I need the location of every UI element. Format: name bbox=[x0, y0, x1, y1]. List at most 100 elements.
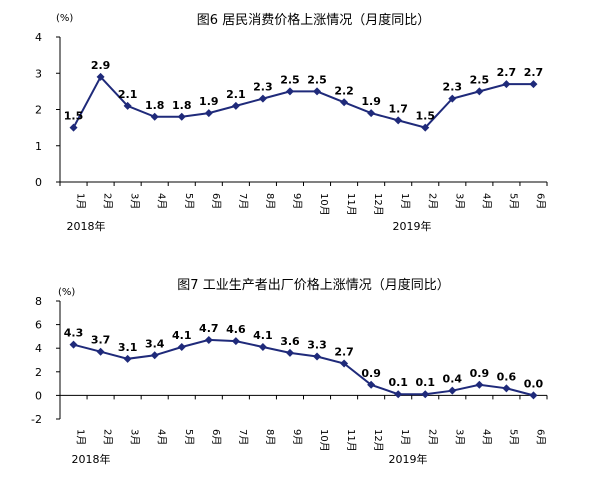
data-point bbox=[204, 335, 213, 344]
x-tick-label: 10月 bbox=[318, 193, 330, 216]
x-tick-label: 4月 bbox=[480, 429, 492, 445]
x-tick-label: 9月 bbox=[291, 429, 303, 445]
data-point bbox=[69, 340, 78, 349]
data-point bbox=[96, 72, 105, 81]
data-point bbox=[475, 380, 484, 389]
data-label: 1.8 bbox=[172, 99, 192, 112]
data-point bbox=[285, 87, 294, 96]
x-tick-label: 9月 bbox=[291, 193, 303, 209]
year-label: 2018年 bbox=[67, 219, 106, 233]
data-point bbox=[231, 337, 240, 346]
data-point bbox=[96, 347, 105, 356]
year-label: 2018年 bbox=[72, 452, 111, 466]
data-label: 2.7 bbox=[334, 346, 354, 359]
data-point bbox=[367, 380, 376, 389]
data-label: 3.6 bbox=[280, 335, 300, 348]
chart-title: 图7 工业生产者出厂价格上涨情况（月度同比） bbox=[177, 277, 449, 293]
data-point bbox=[448, 386, 457, 395]
data-label: 0.9 bbox=[361, 367, 381, 380]
x-tick-label: 6月 bbox=[534, 429, 546, 445]
data-label: 2.1 bbox=[118, 88, 138, 101]
data-label: 1.5 bbox=[64, 110, 84, 123]
x-tick-label: 3月 bbox=[453, 429, 465, 445]
data-point bbox=[69, 123, 78, 132]
data-point bbox=[448, 94, 457, 103]
x-tick-label: 12月 bbox=[372, 429, 384, 452]
y-tick-label: 0 bbox=[35, 389, 42, 402]
data-label: 2.5 bbox=[470, 73, 490, 86]
x-tick-label: 3月 bbox=[129, 193, 141, 209]
x-tick-label: 11月 bbox=[345, 429, 357, 452]
year-label: 2019年 bbox=[389, 452, 428, 466]
data-point bbox=[529, 391, 538, 400]
x-tick-label: 8月 bbox=[264, 193, 276, 209]
data-label: 2.3 bbox=[253, 81, 273, 94]
data-point bbox=[502, 384, 511, 393]
data-point bbox=[313, 87, 322, 96]
data-label: 0.9 bbox=[470, 367, 490, 380]
data-label: 1.9 bbox=[199, 95, 219, 108]
y-tick-label: 6 bbox=[35, 319, 42, 332]
x-tick-label: 4月 bbox=[156, 193, 168, 209]
data-point bbox=[340, 359, 349, 368]
year-label: 2019年 bbox=[393, 219, 432, 233]
data-label: 3.4 bbox=[145, 337, 165, 350]
data-label: 2.9 bbox=[91, 59, 111, 72]
data-label: 2.5 bbox=[280, 73, 300, 86]
data-label: 0.0 bbox=[524, 377, 544, 390]
x-tick-label: 1月 bbox=[75, 193, 87, 209]
data-label: 0.1 bbox=[388, 376, 408, 389]
x-tick-label: 10月 bbox=[318, 429, 330, 452]
data-label: 1.9 bbox=[361, 95, 381, 108]
x-tick-label: 5月 bbox=[183, 193, 195, 209]
data-point bbox=[340, 98, 349, 107]
data-label: 3.3 bbox=[307, 338, 327, 351]
data-point bbox=[367, 109, 376, 118]
y-tick-label: 8 bbox=[35, 295, 42, 308]
data-point bbox=[123, 354, 132, 363]
x-tick-label: 7月 bbox=[237, 193, 249, 209]
x-tick-label: 2月 bbox=[102, 193, 114, 209]
data-label: 1.7 bbox=[388, 102, 408, 115]
data-point bbox=[421, 123, 430, 132]
data-label: 0.4 bbox=[443, 373, 463, 386]
x-tick-label: 3月 bbox=[129, 429, 141, 445]
data-label: 3.7 bbox=[91, 334, 111, 347]
x-tick-label: 1月 bbox=[399, 429, 411, 445]
chart-7: 图7 工业生产者出厂价格上涨情况（月度同比） (%) -2 0 2 4 6 8 1月 2月 3月 4月… bbox=[31, 277, 548, 466]
x-tick-label: 6月 bbox=[534, 193, 546, 209]
x-tick-label: 5月 bbox=[507, 193, 519, 209]
data-point bbox=[123, 101, 132, 110]
y-tick-label: 2 bbox=[35, 104, 42, 117]
data-label: 3.1 bbox=[118, 341, 138, 354]
x-tick-label: 4月 bbox=[480, 193, 492, 209]
data-point bbox=[502, 80, 511, 89]
x-tick-label: 5月 bbox=[183, 429, 195, 445]
data-label: 2.1 bbox=[226, 88, 246, 101]
data-label: 0.1 bbox=[416, 376, 436, 389]
data-point bbox=[475, 87, 484, 96]
y-tick-label: 2 bbox=[35, 366, 42, 379]
x-tick-label: 4月 bbox=[156, 429, 168, 445]
data-point bbox=[529, 80, 538, 89]
data-label: 4.1 bbox=[172, 329, 192, 342]
x-tick-label: 2月 bbox=[426, 193, 438, 209]
data-label: 4.1 bbox=[253, 329, 273, 342]
data-point bbox=[231, 101, 240, 110]
data-point bbox=[285, 348, 294, 357]
x-tick-label: 6月 bbox=[210, 193, 222, 209]
data-label: 0.6 bbox=[497, 370, 517, 383]
data-point bbox=[258, 343, 267, 352]
y-tick-label: 4 bbox=[35, 31, 42, 44]
data-point bbox=[394, 116, 403, 125]
data-point bbox=[177, 343, 186, 352]
data-label: 2.2 bbox=[334, 84, 354, 97]
series-line bbox=[73, 338, 534, 397]
y-tick-label: 4 bbox=[35, 342, 42, 355]
x-tick-label: 2月 bbox=[426, 429, 438, 445]
x-tick-label: 1月 bbox=[75, 429, 87, 445]
y-unit-label: (%) bbox=[56, 13, 73, 24]
data-label: 4.3 bbox=[64, 327, 84, 340]
data-point bbox=[150, 112, 159, 121]
